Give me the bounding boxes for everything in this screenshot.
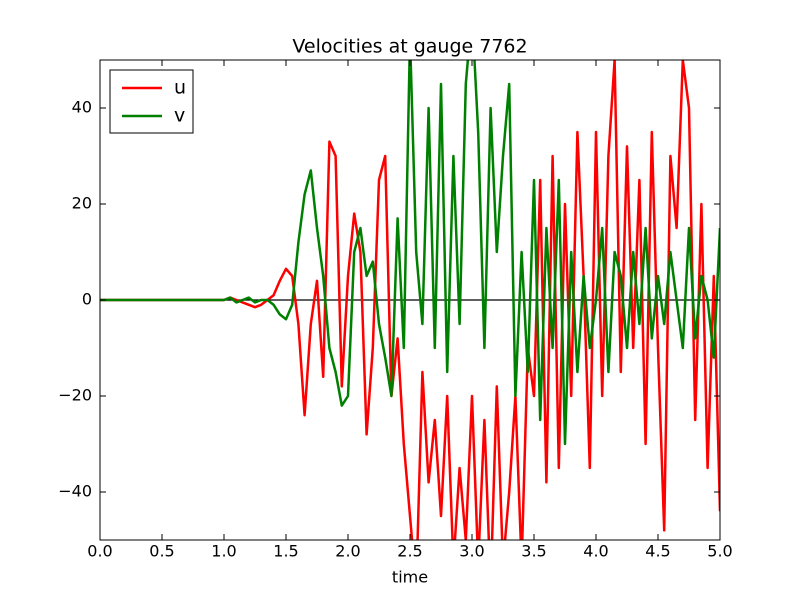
x-tick-label: 3.0 (459, 542, 484, 561)
y-tick-label: −20 (58, 386, 92, 405)
legend: uv (109, 69, 194, 134)
x-tick-label: 5.0 (707, 542, 732, 561)
x-tick-label: 1.5 (273, 542, 298, 561)
y-tick-label: 20 (72, 194, 92, 213)
chart-title: Velocities at gauge 7762 (292, 36, 527, 58)
legend-box (109, 69, 194, 134)
legend-label: u (174, 77, 186, 99)
x-axis-label: time (392, 568, 428, 587)
y-tick-label: 0 (82, 290, 92, 309)
series-line (100, 60, 720, 446)
x-tick-label: 0.5 (149, 542, 174, 561)
x-tick-label: 0.0 (87, 542, 112, 561)
y-tick-label: −40 (58, 482, 92, 501)
x-tick-label: 2.0 (335, 542, 360, 561)
x-tick-label: 3.5 (521, 542, 546, 561)
x-tick-label: 4.5 (645, 542, 670, 561)
y-tick-label: 40 (72, 98, 92, 117)
x-tick-label: 2.5 (397, 542, 422, 561)
plot-area (100, 60, 720, 540)
legend-label: v (174, 105, 185, 127)
x-tick-label: 4.0 (583, 542, 608, 561)
x-tick-label: 1.0 (211, 542, 236, 561)
